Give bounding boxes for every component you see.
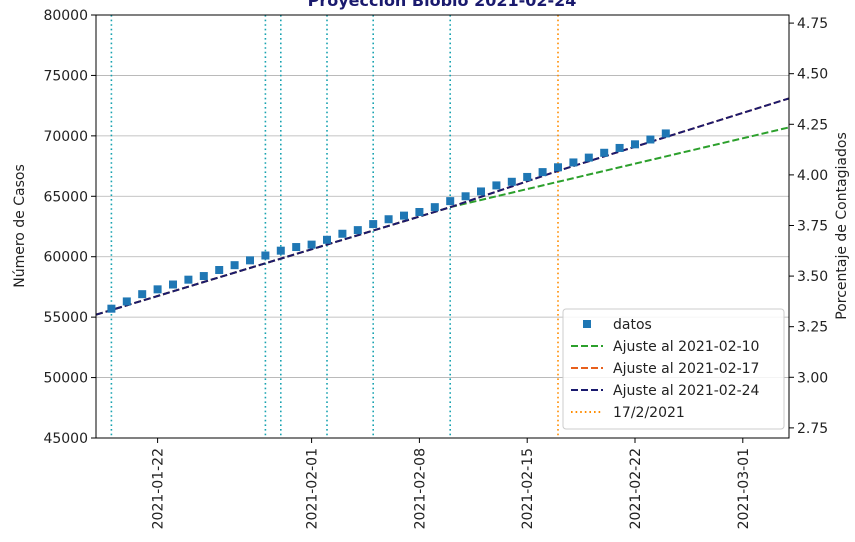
series-line <box>96 97 789 316</box>
data-point <box>477 187 485 196</box>
y-tick-label: 75000 <box>43 68 88 84</box>
data-point <box>492 181 501 190</box>
data-point <box>153 285 162 294</box>
legend-marker <box>583 320 591 328</box>
data-point <box>353 226 362 235</box>
y-tick-label: 65000 <box>43 189 88 205</box>
data-point <box>615 143 624 152</box>
data-point <box>446 197 455 206</box>
data-point <box>415 207 424 216</box>
legend-box <box>562 308 785 430</box>
data-point <box>430 203 439 212</box>
data-point <box>138 290 147 299</box>
data-point <box>199 272 208 281</box>
x-axis: 2021-01-22 2021-02-01 2021-02-08 2021-02-15… <box>151 438 752 529</box>
data-point <box>323 235 331 244</box>
legend-label: Ajuste al 2021-02-10 <box>613 339 759 355</box>
data-point <box>107 304 116 313</box>
x-tick-label: 2021-03-01 <box>736 448 752 529</box>
x-tick-label: 2021-02-22 <box>628 448 644 529</box>
y2-axis-label: Porcentaje de Contagiados <box>834 132 850 320</box>
data-point <box>292 243 301 252</box>
series-layer <box>96 97 789 316</box>
y2-tick-label: 4.50 <box>797 67 828 83</box>
data-point <box>661 129 670 138</box>
grid-lines <box>96 14 789 439</box>
y-tick-label: 60000 <box>43 250 88 266</box>
y2-tick-label: 3.25 <box>797 320 828 336</box>
y2-tick-label: 4.25 <box>797 117 828 133</box>
y-tick-label: 45000 <box>43 431 88 447</box>
y-tick-label: 80000 <box>43 8 88 24</box>
y2-tick-label: 2.75 <box>797 421 828 437</box>
legend: datos Ajuste al 2021-02-10 Ajuste al 2021-… <box>562 308 785 430</box>
data-point <box>384 215 393 224</box>
y-axis-right: 2.75 3.00 3.25 3.50 3.75 4.00 4.25 4.50 4.75 <box>789 16 828 437</box>
data-point <box>538 168 547 177</box>
y2-tick-label: 4.75 <box>797 16 828 32</box>
data-point <box>507 177 516 186</box>
data-point <box>215 266 224 275</box>
data-point <box>400 211 408 220</box>
y-tick-label: 50000 <box>43 371 88 387</box>
data-point <box>230 261 239 270</box>
data-point <box>631 140 639 149</box>
y-tick-label: 70000 <box>43 129 88 145</box>
data-point <box>261 251 270 260</box>
series-line <box>96 126 789 316</box>
x-tick-label: 2021-02-08 <box>412 448 428 529</box>
legend-label: 17/2/2021 <box>613 405 685 421</box>
series-line <box>96 97 789 316</box>
data-point <box>600 148 609 157</box>
legend-label: datos <box>613 317 652 333</box>
data-point <box>307 240 316 249</box>
y-axis-left: 45000 50000 55000 60000 65000 70000 75000 80000 <box>43 8 96 447</box>
data-point <box>122 297 131 306</box>
x-tick-label: 2021-01-22 <box>151 448 167 529</box>
x-tick-label: 2021-02-01 <box>305 448 321 529</box>
data-point <box>554 163 562 172</box>
y2-tick-label: 3.75 <box>797 218 828 234</box>
data-point <box>246 256 254 265</box>
chart-title: Proyección Biobío 2021-02-24 <box>308 0 577 10</box>
legend-label: Ajuste al 2021-02-24 <box>613 383 760 399</box>
plot-frame <box>95 14 790 439</box>
data-point <box>461 192 470 201</box>
data-point <box>646 135 655 144</box>
data-point <box>169 280 177 289</box>
data-point <box>369 220 378 229</box>
y-tick-label: 55000 <box>43 310 88 326</box>
y-axis-label: Número de Casos <box>12 164 28 288</box>
data-point <box>569 158 578 167</box>
y2-tick-label: 4.00 <box>797 168 828 184</box>
data-point <box>523 172 532 181</box>
legend-label: Ajuste al 2021-02-17 <box>613 361 759 377</box>
y2-tick-label: 3.00 <box>797 370 828 386</box>
data-point <box>276 246 285 255</box>
data-point <box>338 229 347 238</box>
data-point <box>584 153 593 162</box>
reference-lines <box>110 15 559 438</box>
data-point <box>184 275 193 284</box>
y2-tick-label: 3.50 <box>797 269 828 285</box>
x-tick-label: 2021-02-15 <box>520 448 536 529</box>
